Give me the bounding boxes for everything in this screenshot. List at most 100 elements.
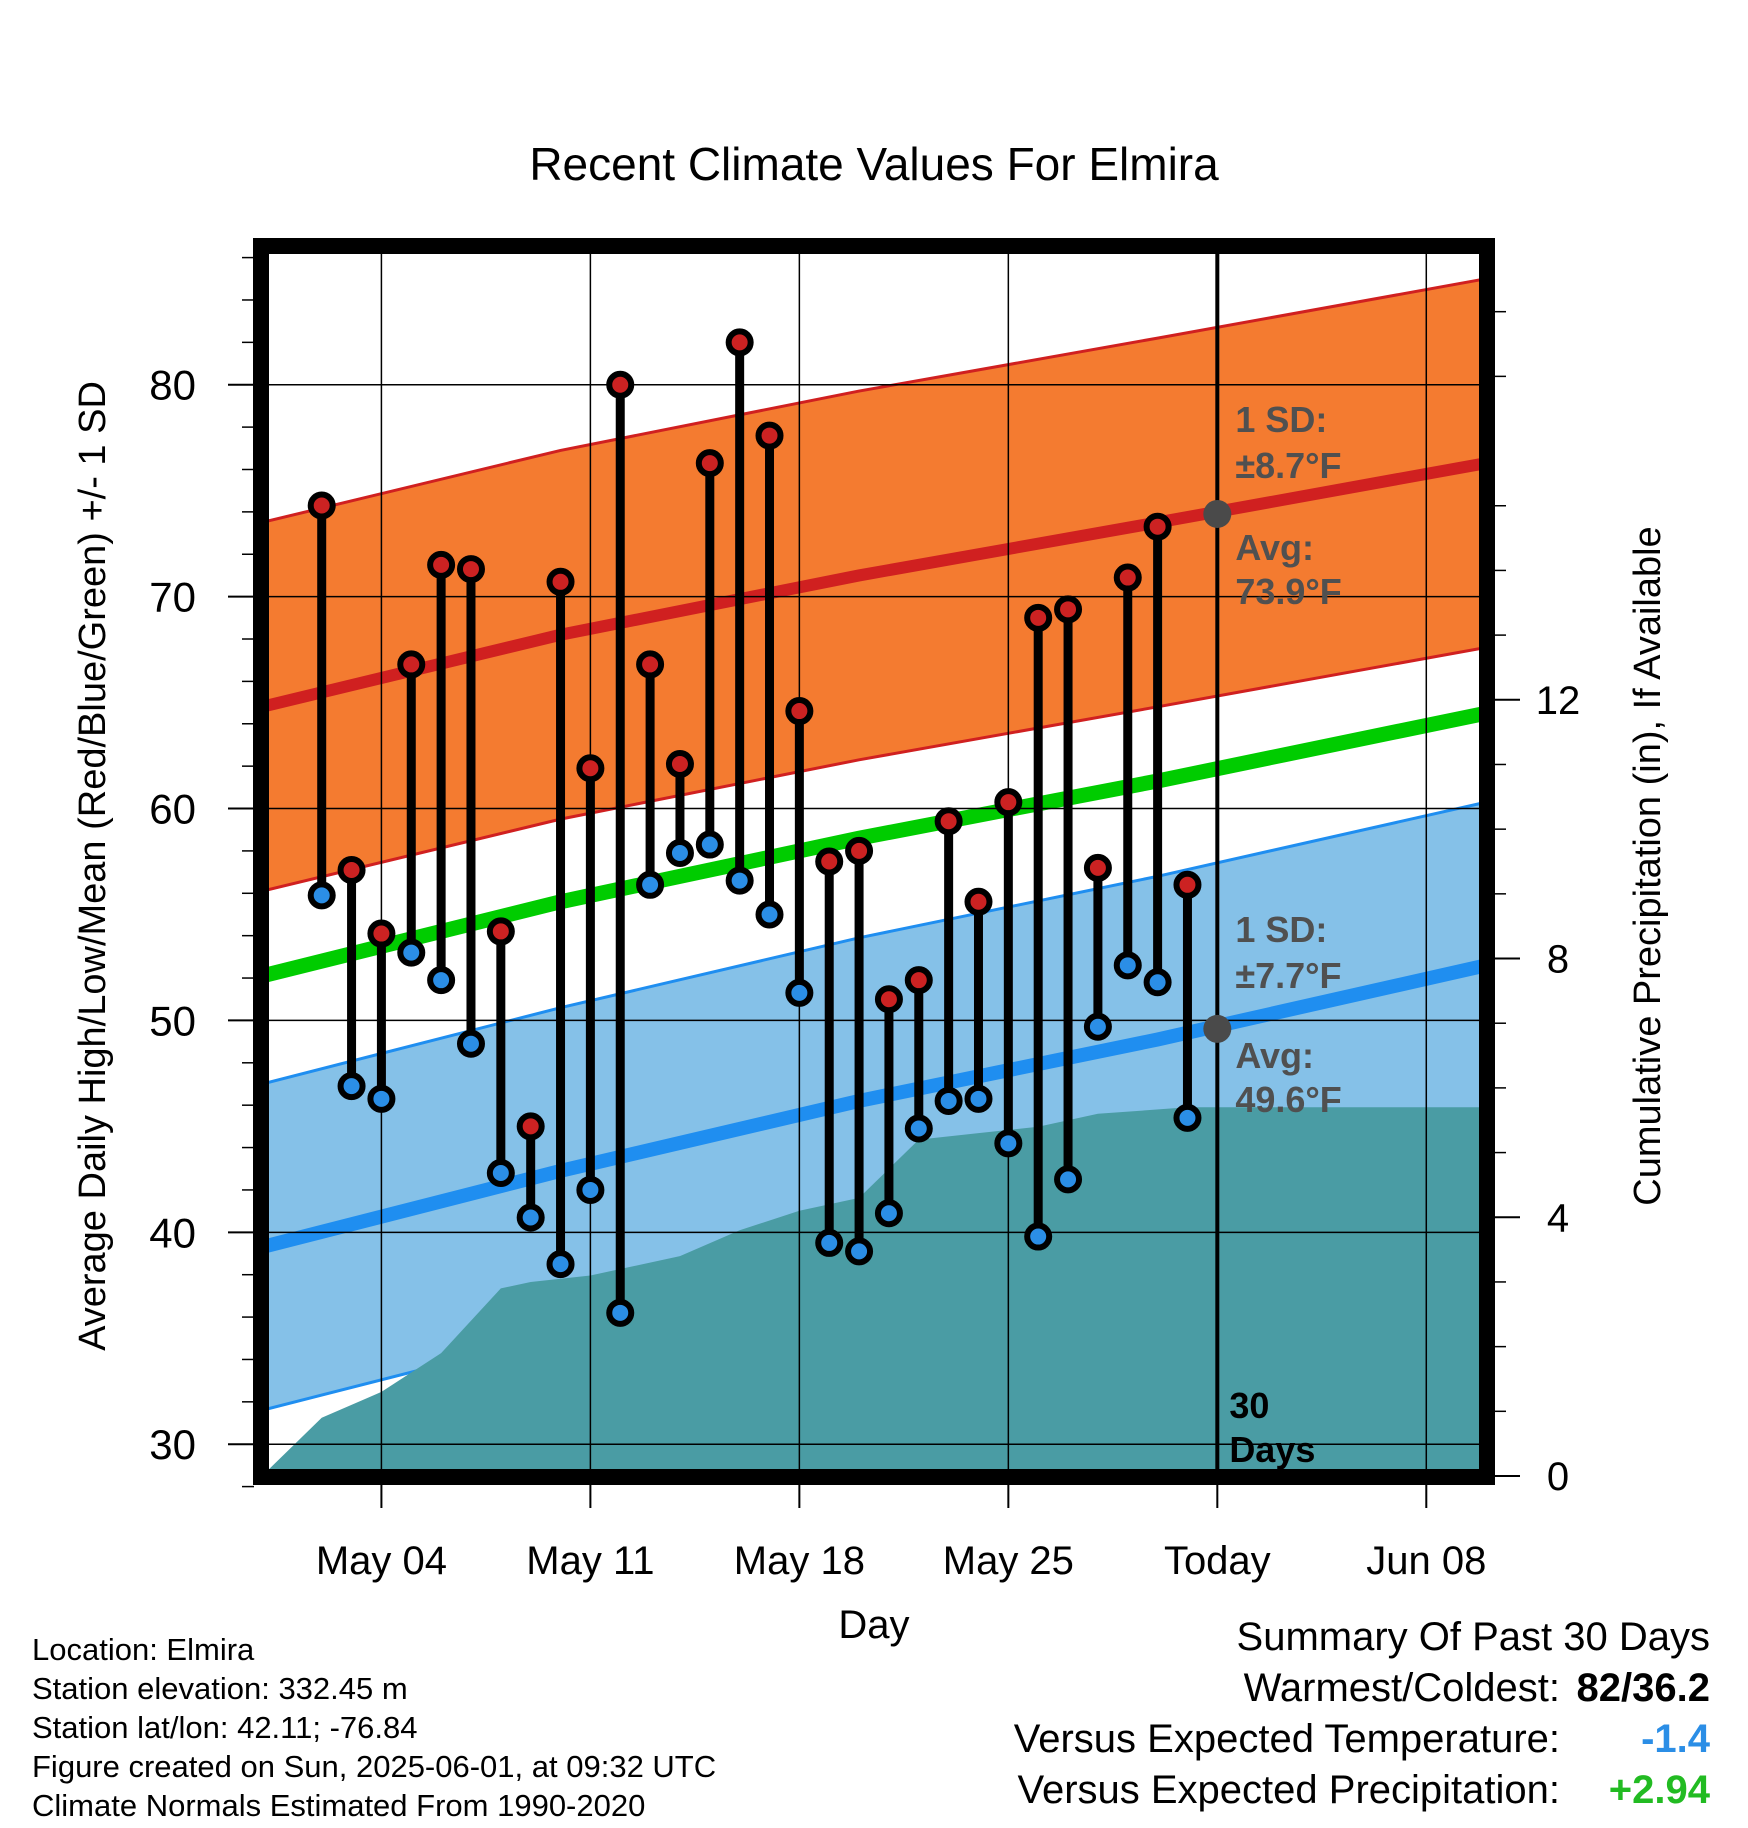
low-avg-value: 49.6°F <box>1235 1079 1341 1120</box>
low-point <box>1083 1012 1112 1041</box>
temp-diff-label: Versus Expected Temperature: <box>1013 1717 1560 1761</box>
summary-panel: Summary Of Past 30 Days Warmest/Coldest:… <box>950 1615 1710 1819</box>
y-right-axis-label: Cumulative Precipitation (in), If Availa… <box>1627 526 1669 1205</box>
high-point <box>785 697 814 726</box>
low-avg-marker <box>1203 1014 1232 1043</box>
y-right-tick-label: 4 <box>1547 1196 1569 1240</box>
high-sd-label: 1 SD: <box>1235 399 1327 440</box>
low-point <box>606 1298 635 1327</box>
low-point <box>845 1237 874 1266</box>
low-point <box>1024 1222 1053 1251</box>
low-point <box>456 1029 485 1058</box>
warmest-label: Warmest/Coldest: <box>1243 1666 1560 1710</box>
low-point <box>785 978 814 1007</box>
low-point <box>1173 1103 1202 1132</box>
low-point <box>307 881 336 910</box>
chart-title: Recent Climate Values For Elmira <box>529 138 1219 190</box>
low-sd-value: ±7.7°F <box>1235 955 1341 996</box>
low-point <box>695 830 724 859</box>
high-point <box>845 836 874 865</box>
low-point <box>1054 1165 1083 1194</box>
high-normal-line <box>262 457 1486 713</box>
low-point <box>964 1084 993 1113</box>
x-tick-label: Jun 08 <box>1366 1539 1486 1583</box>
latlon-text: Station lat/lon: 42.11; -76.84 <box>32 1710 418 1745</box>
low-point <box>934 1086 963 1115</box>
low-point <box>725 866 754 895</box>
low-point <box>665 839 694 868</box>
low-point <box>636 870 665 899</box>
high-point <box>367 919 396 948</box>
normals-text: Climate Normals Estimated From 1990-2020 <box>32 1788 646 1823</box>
high-point <box>725 328 754 357</box>
low-point <box>546 1250 575 1279</box>
high-point <box>1083 853 1112 882</box>
high-point <box>755 421 784 450</box>
elevation-text: Station elevation: 332.45 m <box>32 1671 408 1706</box>
low-point <box>337 1072 366 1101</box>
high-point <box>934 807 963 836</box>
high-point <box>874 985 903 1014</box>
low-point <box>367 1084 396 1113</box>
high-point <box>665 750 694 779</box>
low-point <box>1143 968 1172 997</box>
temp-diff-value: -1.4 <box>1641 1717 1710 1761</box>
x-axis-label: Day <box>838 1603 909 1647</box>
high-point <box>486 917 515 946</box>
precip-diff-value: +2.94 <box>1608 1768 1710 1812</box>
high-sd-band <box>262 277 1486 893</box>
x-tick-label: May 18 <box>734 1539 865 1583</box>
days-unit-label: Days <box>1229 1429 1315 1470</box>
high-point <box>1113 563 1142 592</box>
y-tick-label: 70 <box>149 574 196 621</box>
high-point <box>427 550 456 579</box>
high-point <box>1143 512 1172 541</box>
high-point <box>695 449 724 478</box>
low-avg-label: Avg: <box>1235 1035 1314 1076</box>
y-tick-label: 50 <box>149 997 196 1044</box>
high-point <box>546 567 575 596</box>
y-tick-label: 30 <box>149 1421 196 1468</box>
high-point <box>994 788 1023 817</box>
low-point <box>994 1129 1023 1158</box>
y-right-tick-label: 0 <box>1547 1455 1569 1499</box>
y-tick-label: 80 <box>149 362 196 409</box>
y-right-tick-label: 12 <box>1536 679 1581 723</box>
high-point <box>516 1112 545 1141</box>
high-point <box>1173 870 1202 899</box>
low-point <box>755 900 784 929</box>
high-point <box>904 966 933 995</box>
x-tick-label: Today <box>1164 1539 1271 1583</box>
plot-frame <box>253 238 1495 1485</box>
high-avg-marker <box>1203 499 1232 528</box>
high-point <box>606 370 635 399</box>
precipitation-area <box>262 1107 1486 1476</box>
high-avg-value: 73.9°F <box>1235 571 1341 612</box>
high-point <box>636 650 665 679</box>
high-point <box>456 555 485 584</box>
location-text: Location: Elmira <box>32 1632 255 1667</box>
created-text: Figure created on Sun, 2025-06-01, at 09… <box>32 1749 717 1784</box>
low-point <box>397 938 426 967</box>
x-tick-label: May 11 <box>526 1539 654 1583</box>
high-point <box>815 847 844 876</box>
low-point <box>427 966 456 995</box>
y-right-tick-label: 8 <box>1547 938 1569 982</box>
precip-diff-label: Versus Expected Precipitation: <box>1017 1768 1560 1812</box>
low-point <box>815 1228 844 1257</box>
high-point <box>964 887 993 916</box>
low-point <box>904 1114 933 1143</box>
low-point <box>516 1203 545 1232</box>
x-tick-label: May 25 <box>943 1539 1074 1583</box>
high-avg-label: Avg: <box>1235 527 1314 568</box>
high-point <box>307 491 336 520</box>
low-point <box>576 1175 605 1204</box>
high-sd-value: ±8.7°F <box>1235 445 1341 486</box>
y-axis-label: Average Daily High/Low/Mean (Red/Blue/Gr… <box>72 381 114 1351</box>
high-point <box>1024 603 1053 632</box>
summary-title: Summary Of Past 30 Days <box>1236 1615 1710 1659</box>
y-tick-label: 60 <box>149 786 196 833</box>
station-info: Location: Elmira Station elevation: 332.… <box>32 1630 716 1825</box>
x-tick-label: May 04 <box>316 1539 447 1583</box>
